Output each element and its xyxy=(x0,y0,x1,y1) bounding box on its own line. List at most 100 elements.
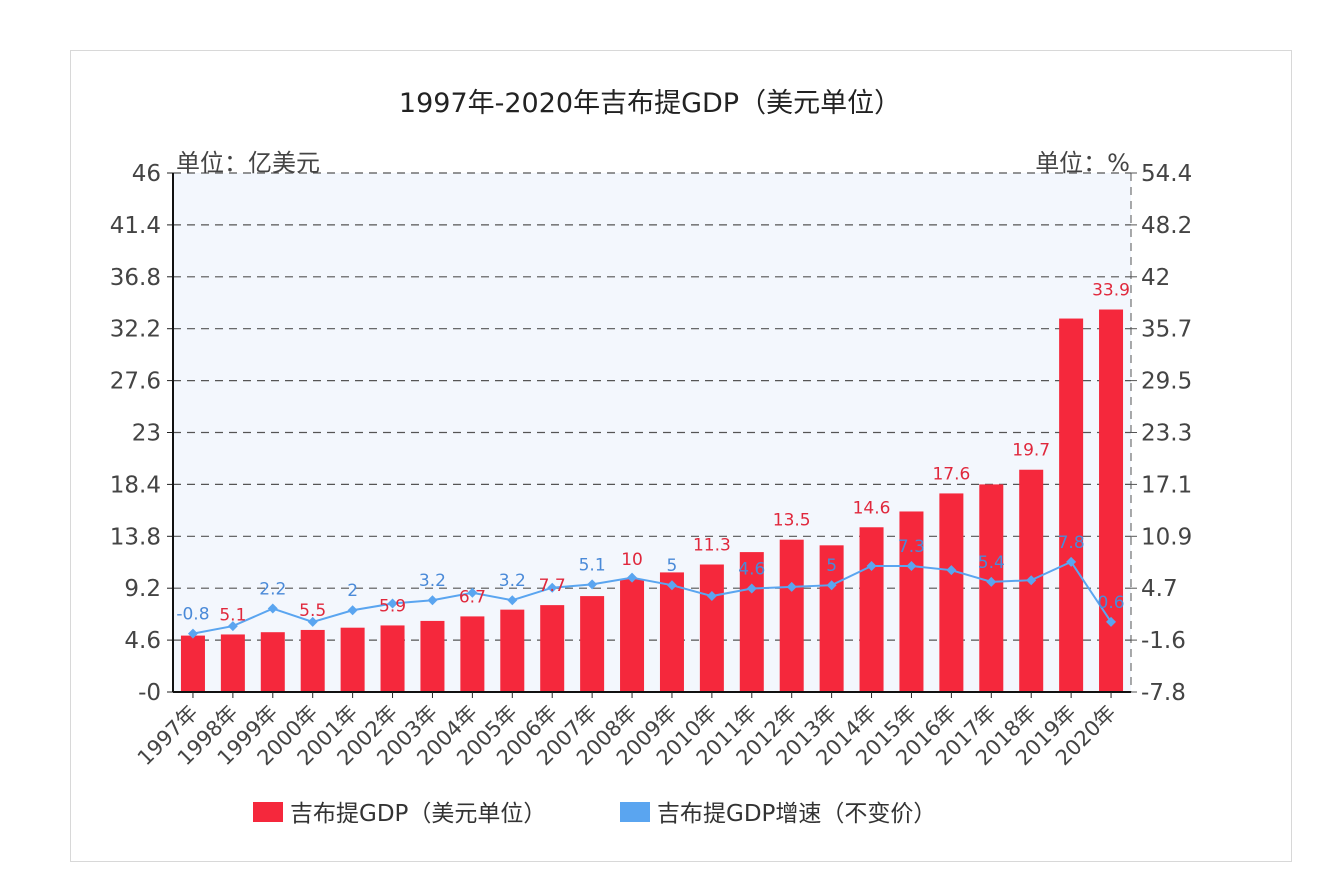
left-tick-label: 23 xyxy=(132,421,161,447)
growth-label: 5.4 xyxy=(978,553,1005,573)
growth-label: 0.6 xyxy=(1098,593,1125,613)
growth-point xyxy=(746,583,757,594)
growth-label: 4.6 xyxy=(738,560,765,580)
growth-label: 2 xyxy=(347,581,358,601)
growth-label: 5 xyxy=(667,556,678,576)
bar-gdp xyxy=(580,596,605,692)
growth-point xyxy=(627,572,638,583)
growth-label: 2.2 xyxy=(259,580,286,600)
bar-gdp xyxy=(939,493,964,692)
growth-label: 7.3 xyxy=(898,537,925,557)
left-tick-label: -0 xyxy=(138,680,161,706)
bar-label: 5.1 xyxy=(219,605,246,625)
bar-gdp xyxy=(620,579,645,692)
growth-point xyxy=(986,576,997,587)
growth-point xyxy=(906,561,917,572)
right-tick-label: 4.7 xyxy=(1141,576,1178,602)
growth-point xyxy=(1066,556,1077,567)
left-tick-label: 41.4 xyxy=(110,213,161,239)
growth-point xyxy=(227,621,238,632)
bar-label: 7.7 xyxy=(539,576,566,596)
left-tick-label: 4.6 xyxy=(124,628,161,654)
bar-gdp xyxy=(859,527,884,692)
growth-label: 3.2 xyxy=(419,571,446,591)
chart-frame xyxy=(70,50,1292,862)
right-tick-label: 42 xyxy=(1141,265,1170,291)
bar-label: 6.7 xyxy=(459,587,486,607)
growth-point xyxy=(1106,616,1117,627)
bar-gdp xyxy=(460,616,485,692)
bar-gdp xyxy=(300,629,325,692)
bar-gdp xyxy=(659,572,684,692)
bar-gdp xyxy=(380,625,405,692)
right-tick-label: 29.5 xyxy=(1141,369,1192,395)
bar-gdp xyxy=(739,552,764,692)
legend-swatch-growth xyxy=(620,802,650,822)
bar-gdp xyxy=(819,545,844,692)
legend-label-gdp: 吉布提GDP（美元单位） xyxy=(290,801,546,827)
right-tick-label: 48.2 xyxy=(1141,213,1192,239)
bar-gdp xyxy=(340,627,365,692)
bar-label: 5.9 xyxy=(379,596,406,616)
bar-gdp xyxy=(699,564,724,692)
growth-point xyxy=(307,616,318,627)
bar-label: 10 xyxy=(621,550,643,570)
growth-point xyxy=(347,605,358,616)
growth-line xyxy=(192,560,1112,635)
right-tick-label: -7.8 xyxy=(1141,680,1186,706)
bar-gdp xyxy=(500,609,525,692)
growth-label: 7.8 xyxy=(1058,533,1085,553)
growth-point xyxy=(267,603,278,614)
growth-label: 5.1 xyxy=(579,555,606,575)
growth-point xyxy=(467,587,478,598)
growth-point xyxy=(507,595,518,606)
bar-gdp xyxy=(220,634,245,692)
bar-label: 17.6 xyxy=(932,464,970,484)
bar-gdp xyxy=(180,635,205,692)
growth-point xyxy=(946,565,957,576)
left-tick-label: 9.2 xyxy=(124,576,161,602)
left-tick-label: 13.8 xyxy=(110,524,161,550)
growth-point xyxy=(826,580,837,591)
growth-point xyxy=(706,591,717,602)
legend-swatch-gdp xyxy=(253,802,283,822)
bar-gdp xyxy=(1059,318,1084,692)
right-tick-label: 10.9 xyxy=(1141,524,1192,550)
growth-point xyxy=(866,561,877,572)
right-tick-label: 54.4 xyxy=(1141,161,1192,187)
bar-label: 5.5 xyxy=(299,601,326,621)
bar-gdp xyxy=(779,539,804,692)
legend: 吉布提GDP（美元单位） 吉布提GDP增速（不变价） xyxy=(253,801,936,827)
bar-label: 33.9 xyxy=(1092,281,1130,301)
left-tick-label: 36.8 xyxy=(110,265,161,291)
bar-gdp xyxy=(260,632,285,692)
left-tick-label: 46 xyxy=(132,161,161,187)
bar-label: 14.6 xyxy=(853,498,891,518)
growth-label: -0.8 xyxy=(176,605,209,625)
growth-label: 3.2 xyxy=(499,571,526,591)
left-tick-label: 27.6 xyxy=(110,369,161,395)
right-tick-label: 23.3 xyxy=(1141,421,1192,447)
right-tick-label: -1.6 xyxy=(1141,628,1186,654)
bar-label: 11.3 xyxy=(693,536,731,556)
growth-point xyxy=(427,595,438,606)
growth-point xyxy=(786,581,797,592)
left-axis-unit: 单位：亿美元 xyxy=(176,149,320,177)
bar-gdp xyxy=(540,605,565,692)
bar-label: 19.7 xyxy=(1012,441,1050,461)
right-tick-label: 35.7 xyxy=(1141,317,1192,343)
legend-label-growth: 吉布提GDP增速（不变价） xyxy=(657,801,936,827)
bar-gdp xyxy=(979,484,1004,692)
left-tick-label: 32.2 xyxy=(110,317,161,343)
right-axis-unit: 单位：% xyxy=(1035,149,1130,177)
growth-point xyxy=(547,582,558,593)
growth-label: 5 xyxy=(826,556,837,576)
growth-point xyxy=(187,628,198,639)
bar-gdp xyxy=(1099,309,1124,692)
growth-point xyxy=(387,598,398,609)
bar-gdp xyxy=(899,511,924,692)
bar-gdp xyxy=(420,620,445,692)
growth-point xyxy=(666,580,677,591)
right-tick-label: 17.1 xyxy=(1141,472,1192,498)
